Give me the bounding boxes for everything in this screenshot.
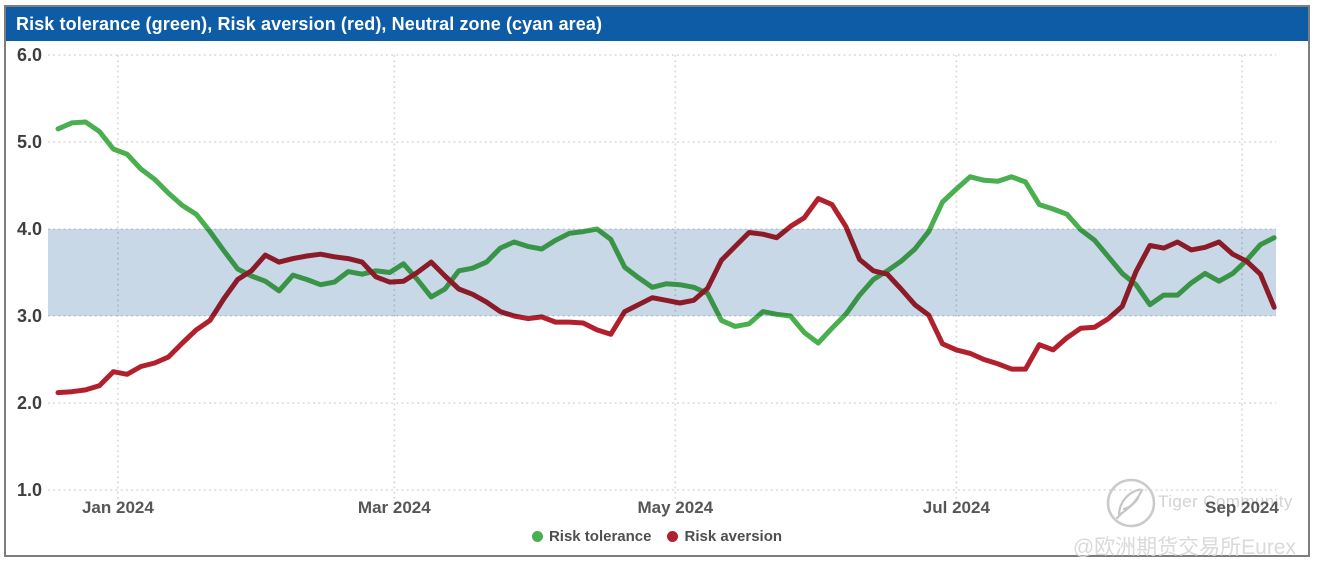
x-tick-label: Jan 2024 <box>82 498 154 517</box>
chart-widget: Risk tolerance (green), Risk aversion (r… <box>4 5 1310 559</box>
watermark-handle-text: @欧洲期货交易所Eurex <box>1072 536 1296 559</box>
x-tick-label: Sep 2024 <box>1205 498 1279 517</box>
risk-tolerance-dot-icon <box>531 531 543 542</box>
x-tick-label: Jul 2024 <box>923 498 991 517</box>
y-tick-label: 5.0 <box>17 132 42 152</box>
y-tick-label: 6.0 <box>17 45 42 65</box>
chart-title-bar: Risk tolerance (green), Risk aversion (r… <box>6 7 1308 41</box>
chart-title: Risk tolerance (green), Risk aversion (r… <box>16 14 603 34</box>
x-tick-label: May 2024 <box>638 498 714 517</box>
neutral-zone-band <box>48 229 1276 316</box>
chart-plot-area: 6.0 5.0 4.0 3.0 2.0 1.0 Jan 2024 Mar 2024 May 20… <box>6 41 1308 523</box>
risk-aversion-dot-icon <box>667 531 679 542</box>
watermark-community-text: Tiger Community <box>1158 492 1293 511</box>
legend-label: Risk aversion <box>684 528 783 545</box>
y-tick-label: 3.0 <box>17 306 42 326</box>
x-tick-label: Mar 2024 <box>358 498 431 517</box>
y-tick-label: 4.0 <box>17 219 42 239</box>
chart-legend: Risk tolerance Risk aversion <box>6 528 1308 545</box>
chart-svg: 6.0 5.0 4.0 3.0 2.0 1.0 Jan 2024 Mar 2024 May 20… <box>17 45 1279 517</box>
legend-item-risk-tolerance[interactable]: Risk tolerance <box>531 528 652 545</box>
legend-label: Risk tolerance <box>548 528 652 545</box>
y-tick-label: 1.0 <box>17 480 42 500</box>
legend-item-risk-aversion[interactable]: Risk aversion <box>667 528 782 545</box>
y-tick-label: 2.0 <box>17 393 42 413</box>
